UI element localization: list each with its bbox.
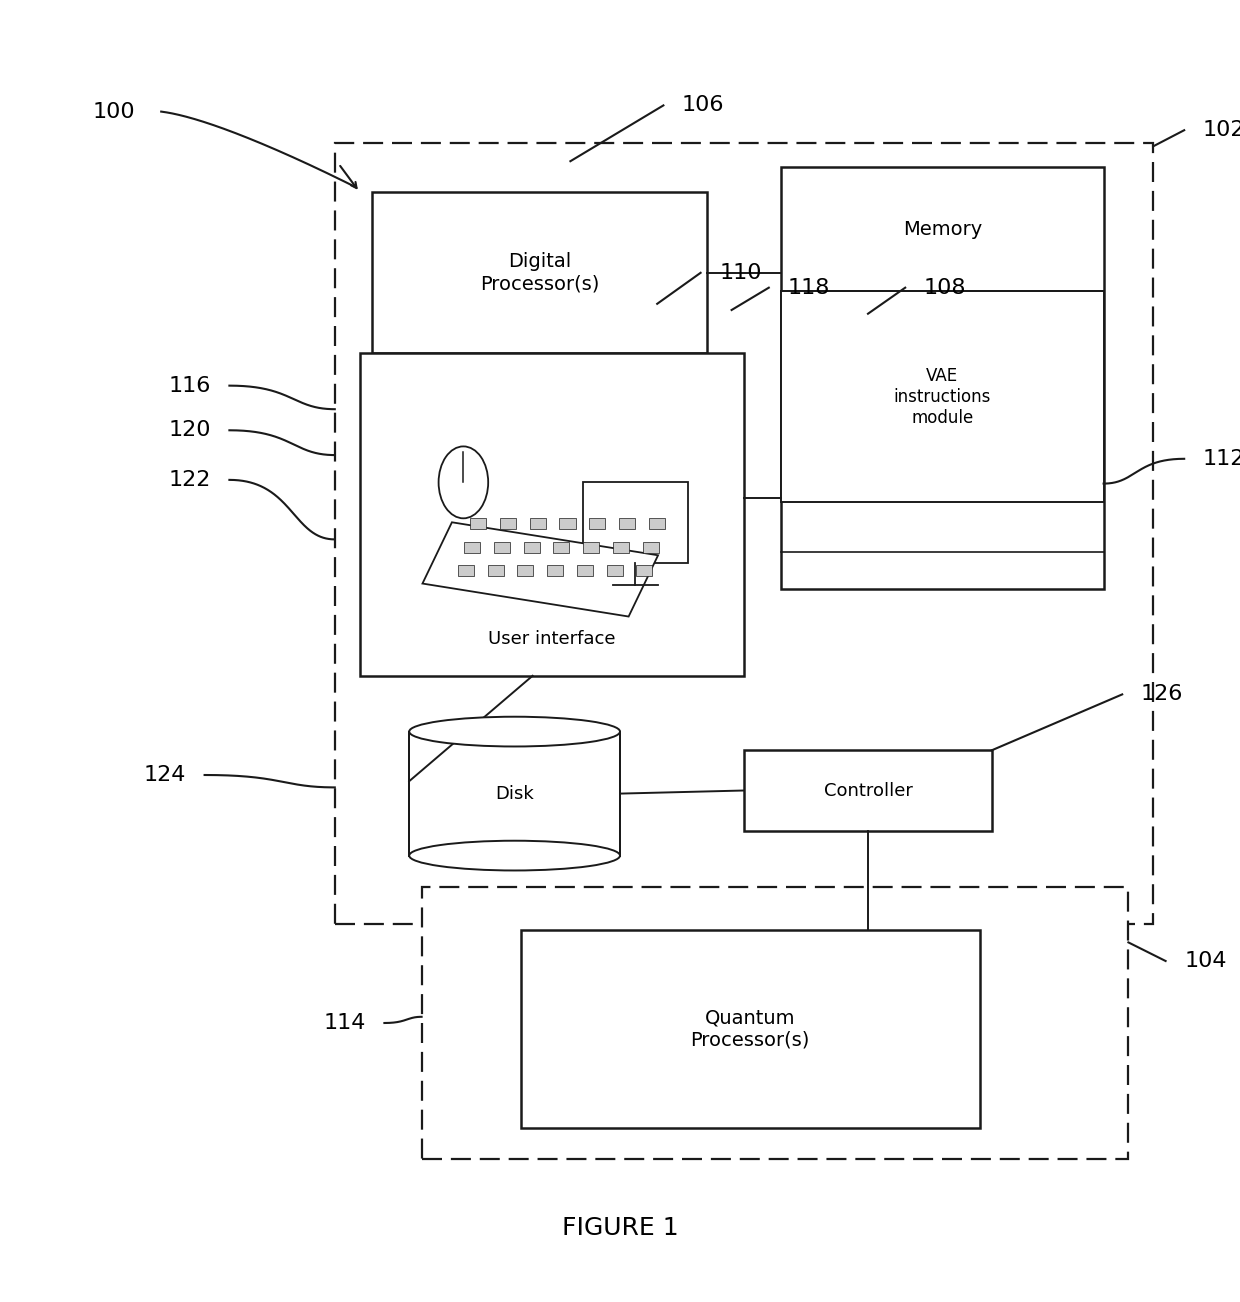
Bar [613,542,629,553]
Bar [781,292,1104,503]
Bar [360,353,744,676]
Polygon shape [423,522,658,617]
Bar [521,930,980,1129]
Bar [517,565,533,577]
Bar [523,542,539,553]
Text: 100: 100 [93,102,135,121]
Text: Disk: Disk [495,785,534,802]
Text: 114: 114 [324,1013,366,1032]
Bar [649,518,665,530]
Bar [529,518,546,530]
Text: 122: 122 [169,470,211,490]
Bar [372,193,707,353]
Bar [422,887,1128,1159]
Bar [409,732,620,855]
Text: 112: 112 [1203,449,1240,469]
Bar [583,482,688,562]
Bar [553,542,569,553]
Text: FIGURE 1: FIGURE 1 [562,1216,678,1240]
Text: 102: 102 [1203,120,1240,141]
Bar [559,518,575,530]
Text: 118: 118 [787,277,830,298]
Text: Memory: Memory [903,220,982,238]
Bar [335,143,1153,924]
Bar [589,518,605,530]
Bar [487,565,503,577]
Bar [577,565,593,577]
Text: Quantum
Processor(s): Quantum Processor(s) [691,1009,810,1049]
Bar [547,565,563,577]
Text: 106: 106 [682,95,724,116]
Bar [494,542,510,553]
Text: Digital
Processor(s): Digital Processor(s) [480,253,599,293]
Bar [781,168,1104,589]
Ellipse shape [439,447,489,518]
Text: VAE
instructions
module: VAE instructions module [894,367,991,427]
Ellipse shape [409,841,620,871]
Ellipse shape [409,716,620,746]
Bar [619,518,635,530]
Text: Controller: Controller [823,781,913,799]
Text: 120: 120 [169,421,211,440]
Bar [470,518,486,530]
Text: 104: 104 [1184,950,1226,971]
Text: 116: 116 [169,376,211,396]
Text: 124: 124 [144,766,186,785]
Bar [458,565,474,577]
Bar [642,542,658,553]
Bar [500,518,516,530]
Bar [744,750,992,831]
Text: User interface: User interface [489,630,615,647]
Text: 126: 126 [1141,685,1183,704]
Bar [583,542,599,553]
Bar [464,542,480,553]
Bar [636,565,652,577]
Text: 108: 108 [924,277,966,298]
Text: 110: 110 [719,263,761,283]
Bar [606,565,622,577]
